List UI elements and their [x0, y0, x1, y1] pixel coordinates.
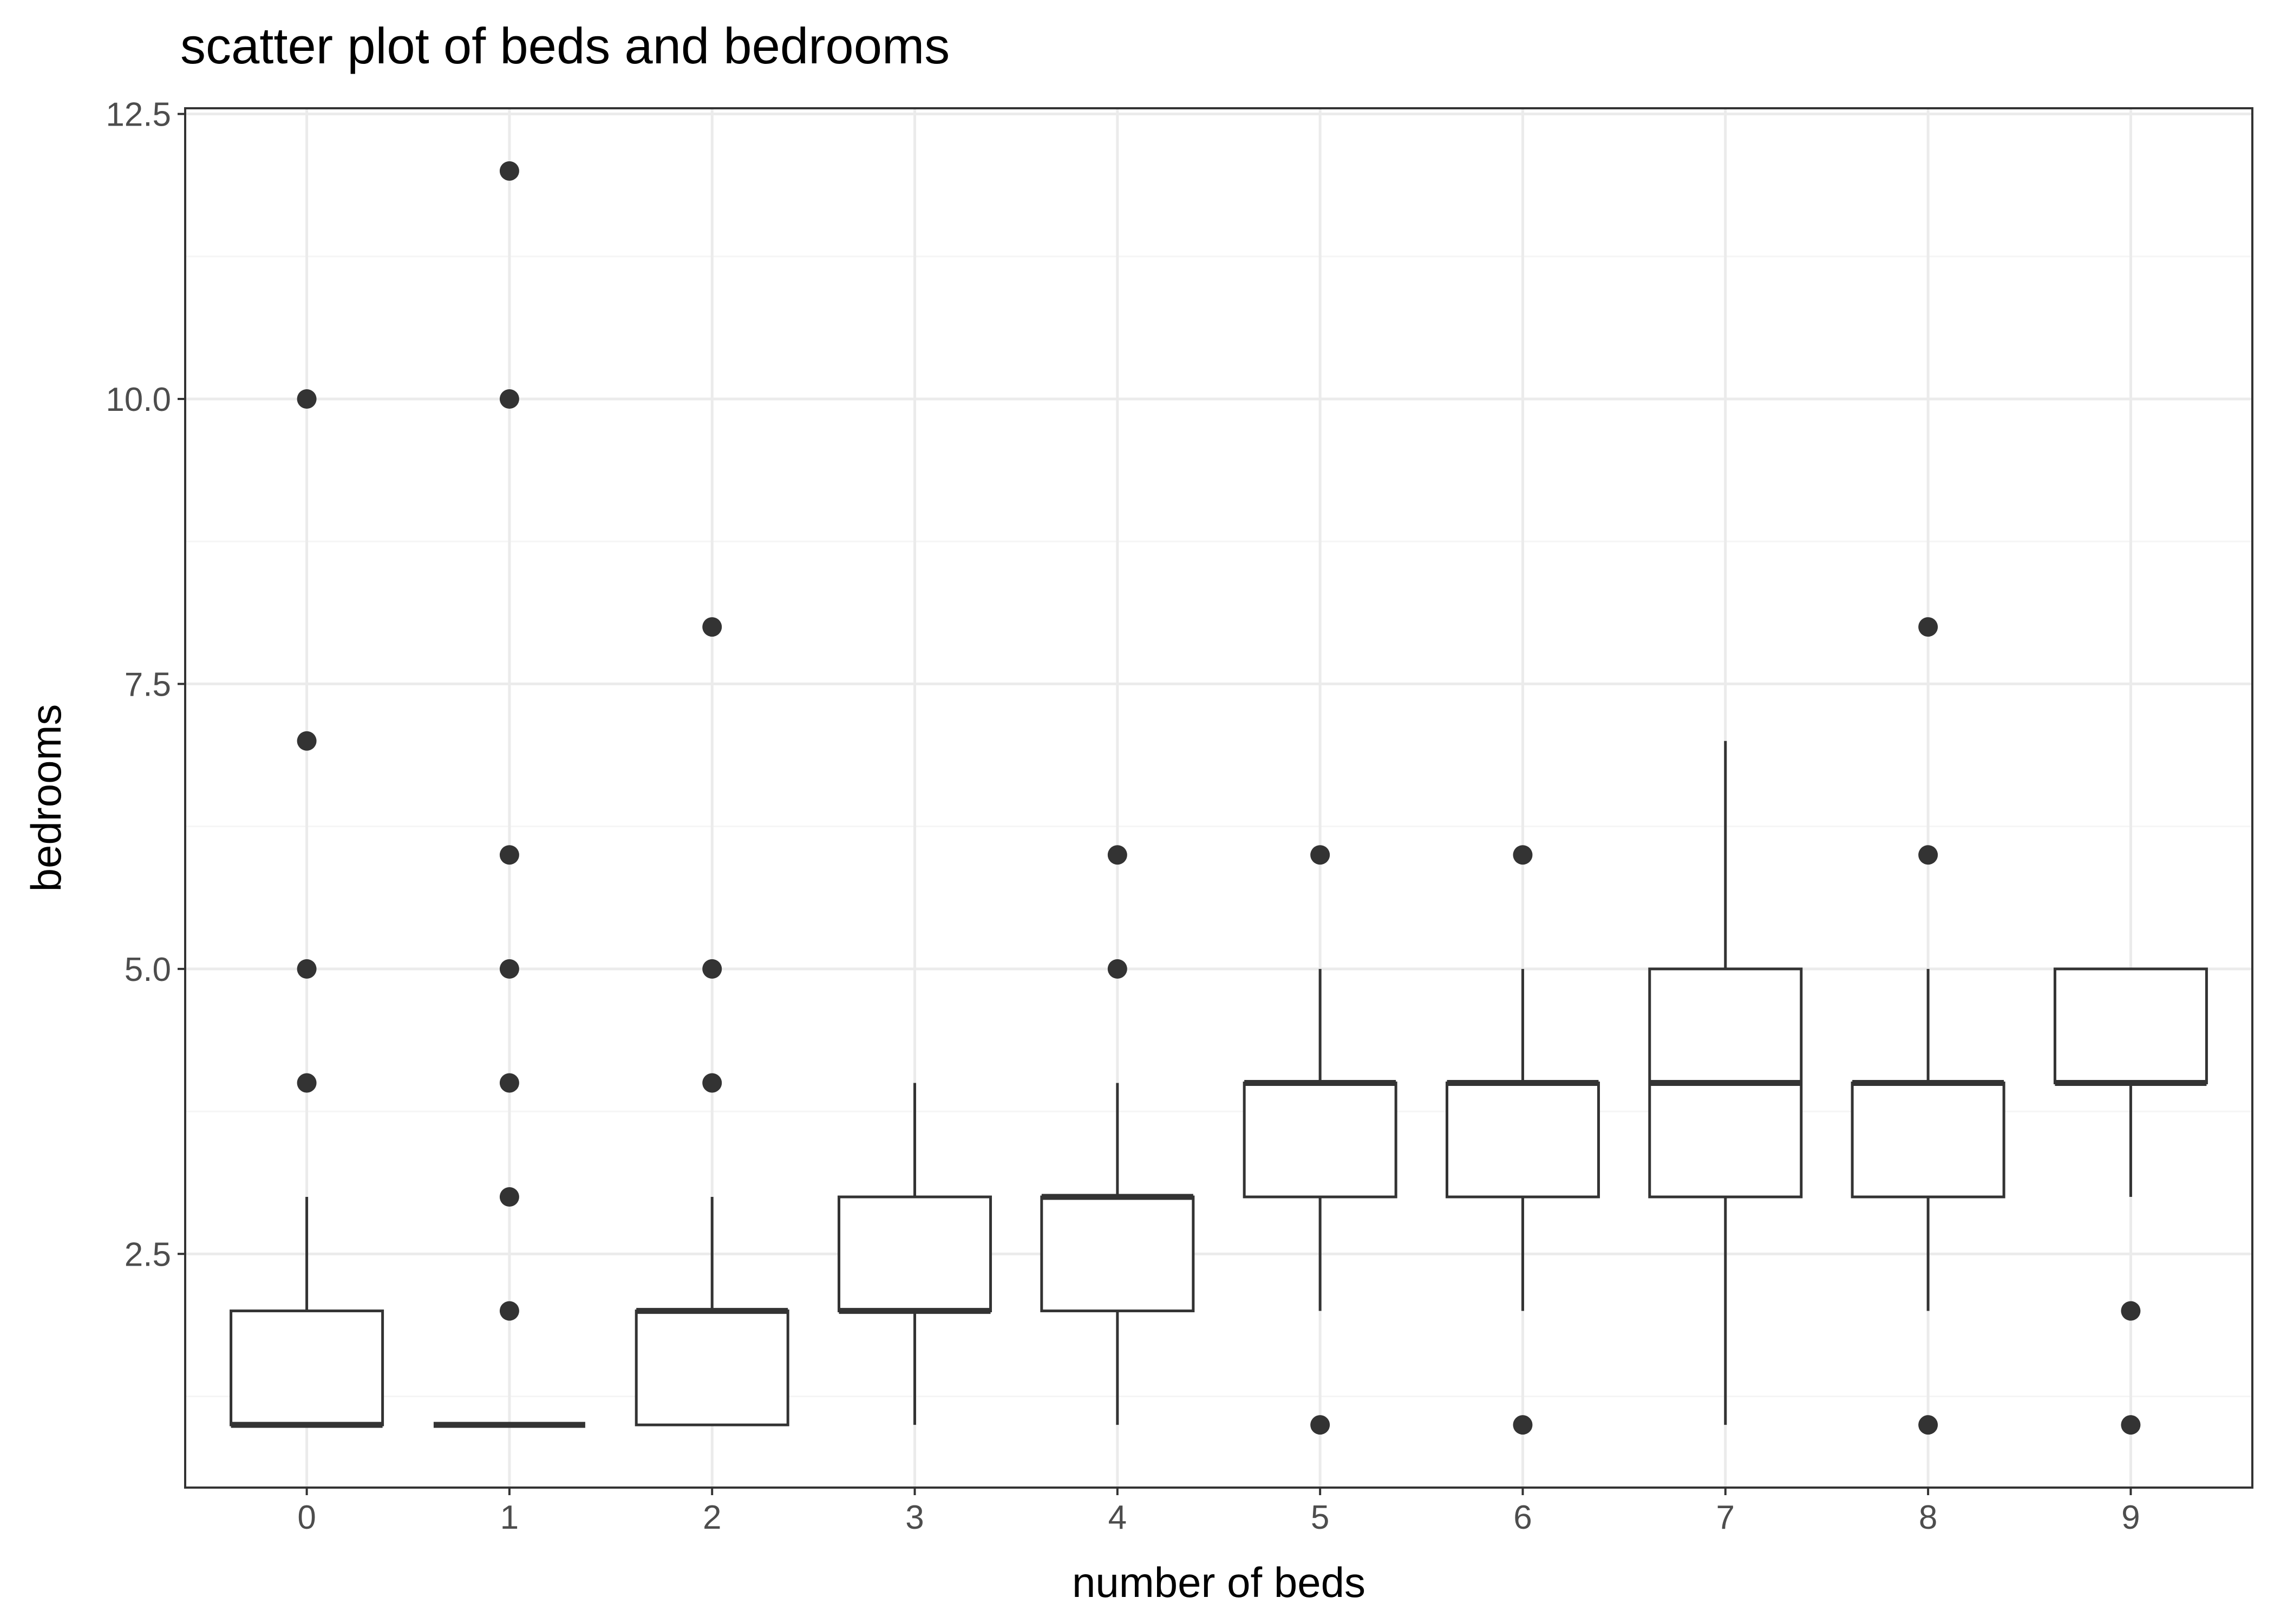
outlier-point	[499, 161, 519, 181]
outlier-point	[499, 845, 519, 865]
box-0	[230, 389, 384, 1428]
box-2	[635, 617, 789, 1426]
y-axis-title: bedrooms	[22, 704, 70, 892]
box-9	[2053, 967, 2208, 1435]
box-4	[1040, 845, 1195, 1425]
box-1	[433, 161, 585, 1428]
outlier-point	[499, 1187, 519, 1207]
outlier-point	[297, 389, 317, 409]
box-3	[838, 1083, 992, 1425]
box-body	[230, 1309, 384, 1426]
outlier-point	[499, 1301, 519, 1321]
outlier-point	[1918, 1415, 1938, 1435]
y-tick-label: 5.0	[125, 951, 171, 988]
box-body	[1445, 1081, 1600, 1199]
outlier-point	[1918, 845, 1938, 865]
outlier-point	[499, 1073, 519, 1093]
x-tick-label: 5	[1311, 1499, 1329, 1536]
y-tick-label: 10.0	[106, 381, 171, 418]
outlier-point	[1918, 617, 1938, 637]
x-tick-label: 2	[703, 1499, 721, 1536]
box-8	[1851, 617, 2005, 1435]
outlier-point	[702, 1073, 722, 1093]
y-tick-label: 2.5	[125, 1236, 171, 1273]
outlier-point	[702, 617, 722, 637]
x-tick-label: 7	[1716, 1499, 1735, 1536]
x-tick-label: 8	[1919, 1499, 1937, 1536]
box-body	[1243, 1081, 1397, 1199]
outlier-point	[1310, 1415, 1330, 1435]
box-body	[2053, 967, 2208, 1084]
box-6	[1445, 845, 1600, 1435]
box-5	[1243, 845, 1397, 1435]
outlier-point	[297, 959, 317, 979]
outlier-point	[2121, 1415, 2141, 1435]
x-tick-label: 9	[2121, 1499, 2140, 1536]
x-tick-label: 3	[905, 1499, 924, 1536]
outlier-point	[1107, 845, 1127, 865]
outlier-point	[499, 389, 519, 409]
panel-border	[184, 107, 2253, 1489]
outlier-point	[2121, 1301, 2141, 1321]
outlier-point	[1513, 845, 1533, 865]
chart-title: scatter plot of beds and bedrooms	[180, 17, 950, 74]
x-axis-title: number of beds	[1072, 1558, 1365, 1606]
outlier-point	[1513, 1415, 1533, 1435]
box-body	[838, 1195, 992, 1313]
box-body	[635, 1309, 789, 1426]
box-7	[1648, 741, 1803, 1425]
y-tick-label: 12.5	[106, 96, 171, 134]
x-tick-label: 1	[500, 1499, 519, 1536]
outlier-point	[297, 731, 317, 751]
outlier-point	[297, 1073, 317, 1093]
box-body	[1851, 1081, 2005, 1199]
y-tick-label: 7.5	[125, 666, 171, 703]
x-tick-label: 4	[1108, 1499, 1127, 1536]
outlier-point	[702, 959, 722, 979]
outlier-point	[499, 959, 519, 979]
x-tick-label: 6	[1513, 1499, 1532, 1536]
box-body	[1040, 1195, 1195, 1313]
outlier-point	[1107, 959, 1127, 979]
box-layer	[230, 161, 2208, 1435]
x-tick-label: 0	[297, 1499, 316, 1536]
outlier-point	[1310, 845, 1330, 865]
axis-layer: 2.5 5.0 7.5 10.0 12.5 0 1 2 3 4 5 6 7 8 9	[106, 96, 2140, 1536]
